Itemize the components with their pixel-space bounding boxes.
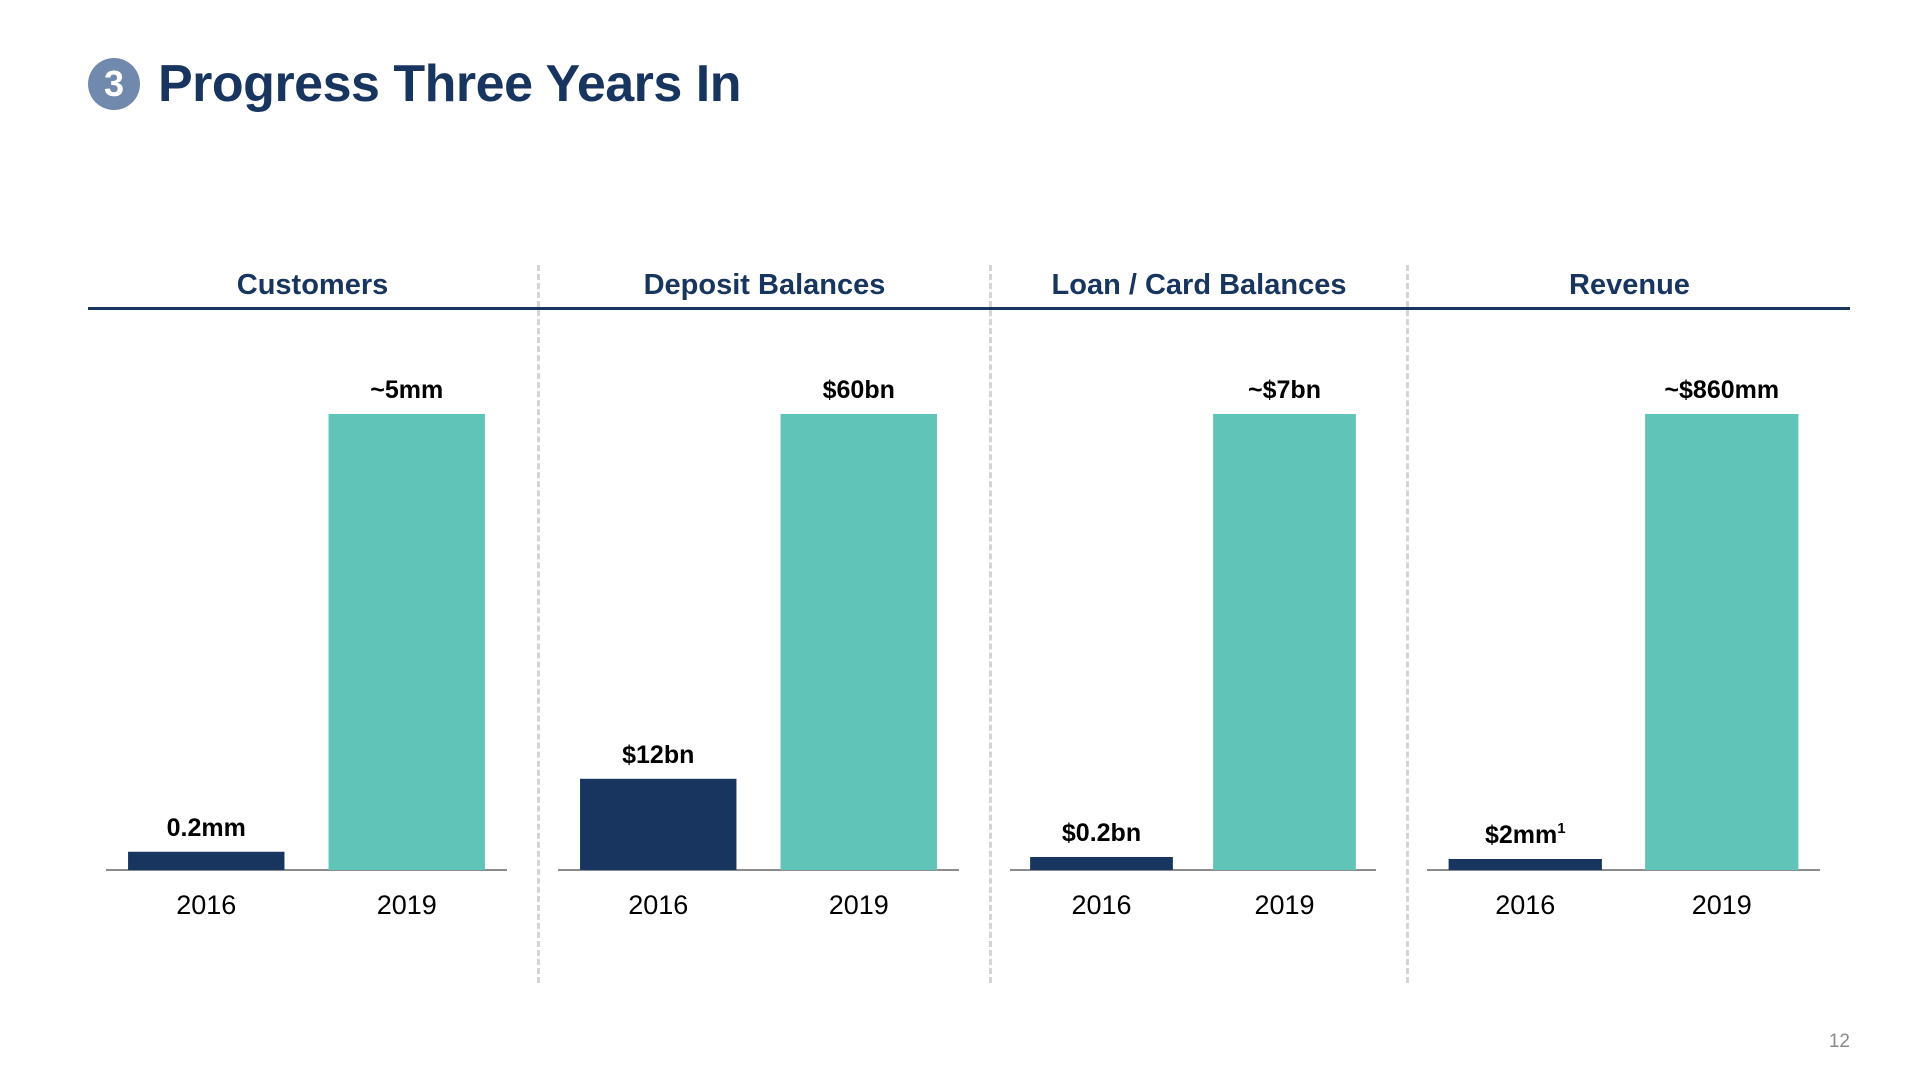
header-rule bbox=[88, 307, 1850, 310]
bar-2019 bbox=[328, 414, 485, 870]
x-tick-label: 2019 bbox=[1692, 890, 1752, 920]
page-number: 12 bbox=[1828, 1031, 1850, 1052]
x-tick-label: 2019 bbox=[1254, 890, 1314, 920]
data-label-2016: $0.2bn bbox=[1062, 819, 1141, 847]
panel-divider bbox=[989, 265, 992, 983]
x-tick-label: 2019 bbox=[829, 890, 889, 920]
title-row: 3 Progress Three Years In bbox=[88, 55, 741, 113]
page-title: Progress Three Years In bbox=[158, 55, 741, 113]
x-tick-label: 2016 bbox=[628, 890, 688, 920]
bar-2019 bbox=[1645, 414, 1799, 870]
customers-bar-chart: 0.2mm 2016 ~5mm 2019 bbox=[106, 376, 507, 920]
revenue-bar-chart: $2mm1 2016 ~$860mm 2019 bbox=[1427, 376, 1820, 920]
bar-2016 bbox=[580, 778, 737, 870]
x-tick-label: 2016 bbox=[1071, 890, 1131, 920]
data-label-2016: $12bn bbox=[622, 741, 694, 769]
step-number-badge: 3 bbox=[88, 58, 140, 110]
bar-2019 bbox=[780, 414, 937, 870]
chart-title: Loan / Card Balances bbox=[1051, 269, 1347, 301]
panel-customers: Customers 0.2mm 2016 ~5mm 2019 bbox=[88, 265, 537, 985]
data-label-2016: 0.2mm bbox=[167, 814, 246, 842]
x-tick-label: 2016 bbox=[1495, 890, 1555, 920]
data-label-2019: ~$7bn bbox=[1248, 376, 1321, 404]
data-label-2016: $2mm1 bbox=[1485, 820, 1566, 849]
data-label-2019: $60bn bbox=[823, 376, 895, 404]
data-label-2019: ~$860mm bbox=[1664, 376, 1779, 404]
data-label-2019: ~5mm bbox=[370, 376, 443, 404]
bar-2016 bbox=[1448, 859, 1602, 870]
deposit-balances-bar-chart: $12bn 2016 $60bn 2019 bbox=[558, 376, 959, 920]
panel-revenue: Revenue $2mm1 2016 ~$860mm 2019 bbox=[1409, 265, 1850, 985]
chart-title: Deposit Balances bbox=[643, 269, 886, 301]
x-tick-label: 2016 bbox=[176, 890, 236, 920]
bar-2019 bbox=[1213, 414, 1356, 870]
chart-title: Customers bbox=[236, 269, 389, 301]
chart-title: Revenue bbox=[1569, 269, 1690, 301]
panel-loan-card-balances: Loan / Card Balances $0.2bn 2016 ~$7bn 2019 bbox=[992, 265, 1406, 985]
footnote-marker: 1 bbox=[1557, 820, 1565, 837]
bar-2016 bbox=[1030, 856, 1173, 870]
panel-divider bbox=[537, 265, 540, 983]
x-tick-label: 2019 bbox=[377, 890, 437, 920]
bar-2016 bbox=[128, 851, 285, 870]
panel-divider bbox=[1406, 265, 1409, 983]
loan-card-balances-bar-chart: $0.2bn 2016 ~$7bn 2019 bbox=[1010, 376, 1376, 920]
panel-deposit-balances: Deposit Balances $12bn 2016 $60bn 2019 bbox=[540, 265, 989, 985]
